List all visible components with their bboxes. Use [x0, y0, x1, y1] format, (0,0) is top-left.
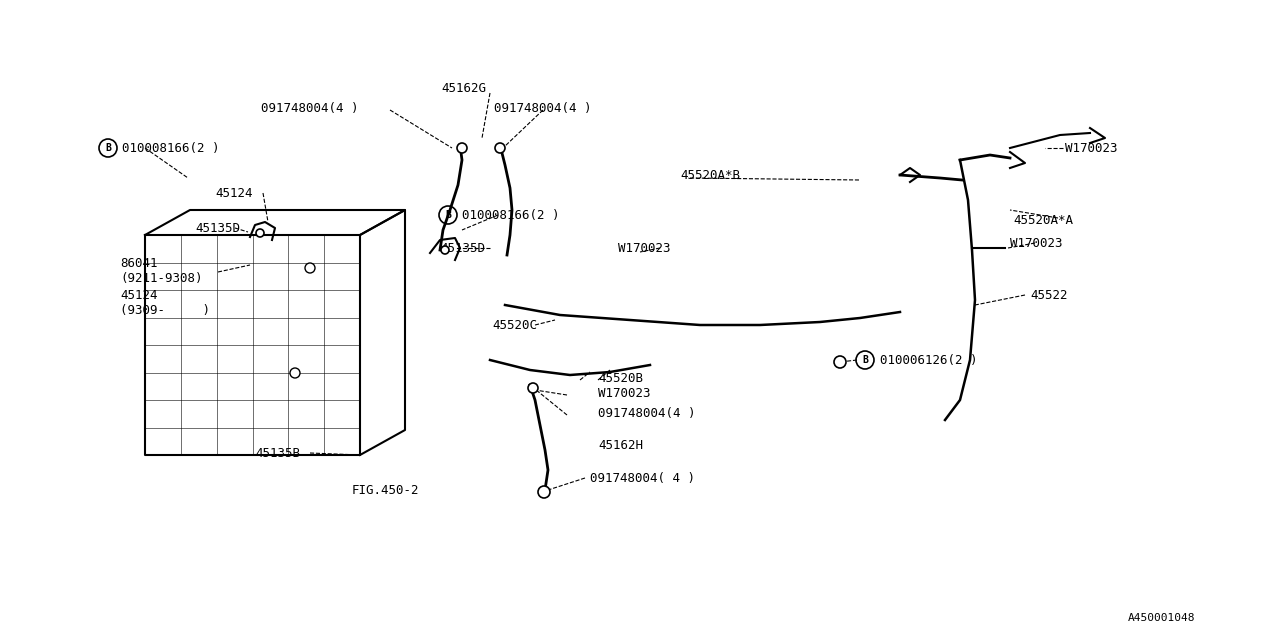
- Text: A450001048: A450001048: [1128, 613, 1196, 623]
- Text: B: B: [861, 355, 868, 365]
- Circle shape: [538, 486, 550, 498]
- Text: 091748004(4 ): 091748004(4 ): [598, 406, 695, 419]
- Text: 45124: 45124: [120, 289, 157, 301]
- Text: 45162H: 45162H: [598, 438, 643, 451]
- Text: FIG.450-2: FIG.450-2: [351, 483, 419, 497]
- Text: 010008166(2 ): 010008166(2 ): [122, 141, 219, 154]
- Text: B: B: [445, 210, 451, 220]
- Text: 091748004(4 ): 091748004(4 ): [261, 102, 358, 115]
- Text: 010008166(2 ): 010008166(2 ): [462, 209, 559, 221]
- Text: B: B: [105, 143, 111, 153]
- Circle shape: [442, 246, 449, 254]
- Text: 45520C: 45520C: [492, 319, 538, 332]
- Text: 091748004( 4 ): 091748004( 4 ): [590, 472, 695, 484]
- Text: 091748004(4 ): 091748004(4 ): [494, 102, 591, 115]
- Circle shape: [529, 383, 538, 393]
- Text: 45520B: 45520B: [598, 371, 643, 385]
- Circle shape: [256, 229, 264, 237]
- Text: W170023: W170023: [1065, 141, 1117, 154]
- Text: 010006126(2 ): 010006126(2 ): [881, 353, 978, 367]
- Text: 45520A*B: 45520A*B: [680, 168, 740, 182]
- Text: W170023: W170023: [598, 387, 650, 399]
- Text: W170023: W170023: [1010, 237, 1062, 250]
- Text: 45522: 45522: [1030, 289, 1068, 301]
- Circle shape: [457, 143, 467, 153]
- Text: (9211-9308): (9211-9308): [120, 271, 202, 285]
- Text: 45135B: 45135B: [255, 447, 300, 460]
- Circle shape: [835, 356, 846, 368]
- Text: 45162G: 45162G: [442, 81, 486, 95]
- Text: W170023: W170023: [618, 241, 671, 255]
- Circle shape: [495, 143, 506, 153]
- Text: (9309-     ): (9309- ): [120, 303, 210, 317]
- Circle shape: [305, 263, 315, 273]
- Text: 45520A*A: 45520A*A: [1012, 214, 1073, 227]
- Text: 86041: 86041: [120, 257, 157, 269]
- Text: 45135D: 45135D: [195, 221, 241, 234]
- Text: 45124: 45124: [215, 186, 252, 200]
- Circle shape: [291, 368, 300, 378]
- Text: 45135D: 45135D: [440, 241, 485, 255]
